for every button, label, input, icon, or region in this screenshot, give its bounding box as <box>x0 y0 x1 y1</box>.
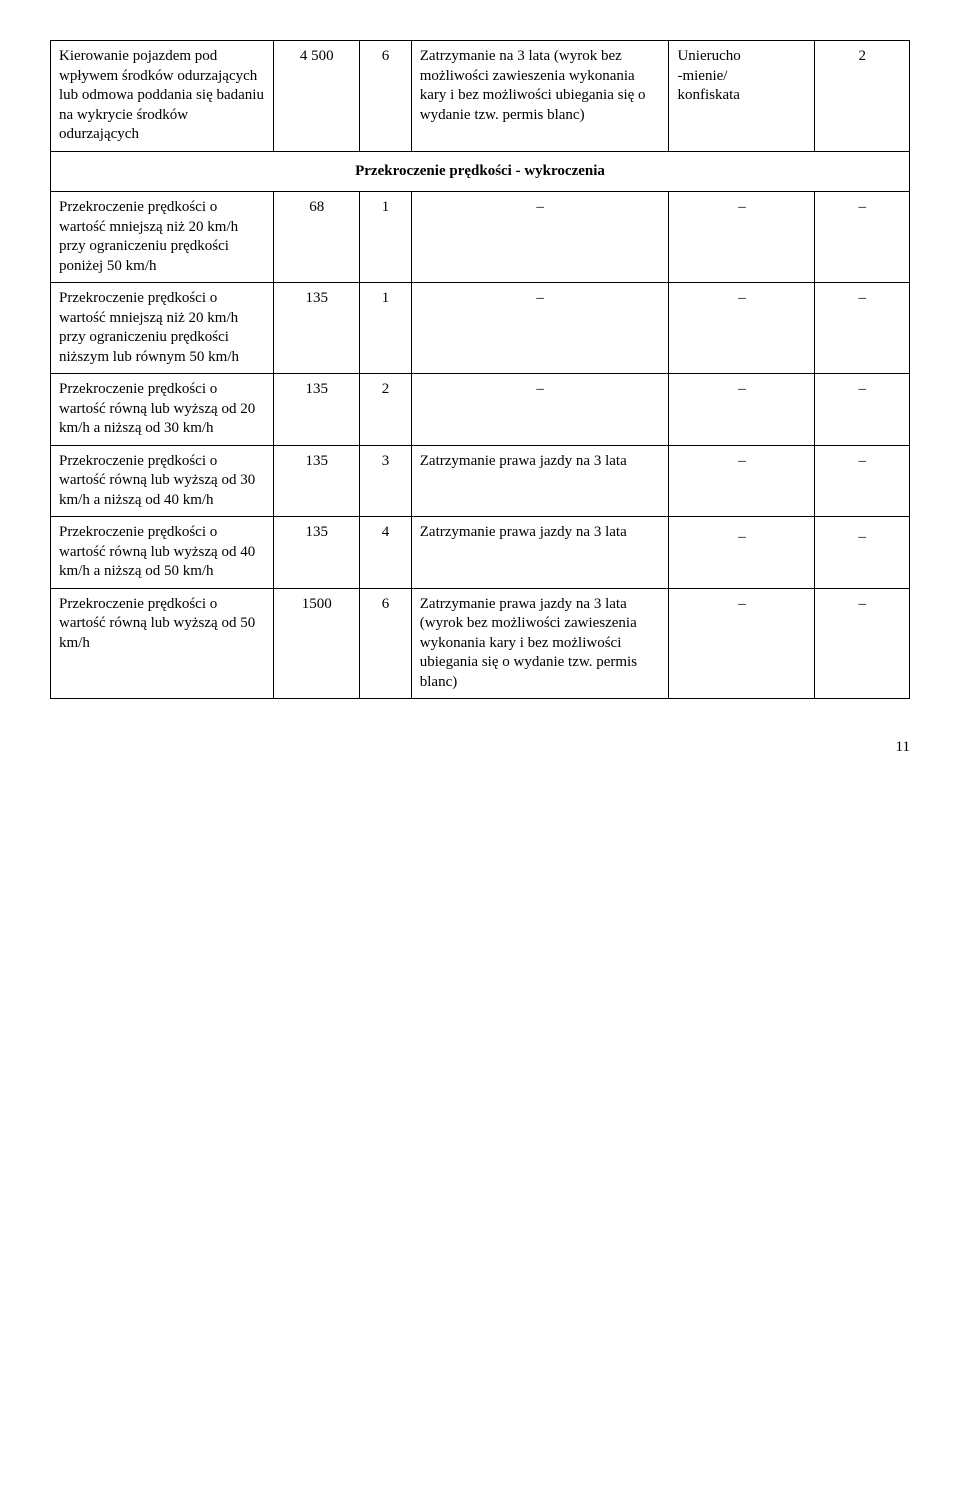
penalties-table: Kierowanie pojazdem pod wpływem środków … <box>50 40 910 699</box>
cell-desc: Kierowanie pojazdem pod wpływem środków … <box>51 41 274 152</box>
cell-last: – <box>815 374 910 446</box>
table-row: Przekroczenie prędkości o wartość równą … <box>51 588 910 699</box>
cell-fine: 1500 <box>274 588 360 699</box>
cell-desc: Przekroczenie prędkości o wartość równą … <box>51 445 274 517</box>
cell-fine: 135 <box>274 283 360 374</box>
cell-extra: – <box>669 283 815 374</box>
cell-extra: – <box>669 192 815 283</box>
cell-desc: Przekroczenie prędkości o wartość równą … <box>51 588 274 699</box>
cell-last: – <box>815 283 910 374</box>
cell-points: 6 <box>360 588 412 699</box>
section-header-row: Przekroczenie prędkości - wykroczenia <box>51 151 910 192</box>
cell-points: 1 <box>360 283 412 374</box>
cell-penalty: Zatrzymanie prawa jazdy na 3 lata <box>411 445 669 517</box>
table-row: Przekroczenie prędkości o wartość mniejs… <box>51 283 910 374</box>
cell-penalty: – <box>411 192 669 283</box>
cell-fine: 4 500 <box>274 41 360 152</box>
cell-penalty: – <box>411 283 669 374</box>
cell-last: – <box>815 445 910 517</box>
table-row: Przekroczenie prędkości o wartość równą … <box>51 517 910 589</box>
page-number: 11 <box>50 739 910 756</box>
cell-fine: 135 <box>274 445 360 517</box>
cell-penalty: – <box>411 374 669 446</box>
table-row: Przekroczenie prędkości o wartość równą … <box>51 445 910 517</box>
cell-points: 2 <box>360 374 412 446</box>
table-row: Przekroczenie prędkości o wartość mniejs… <box>51 192 910 283</box>
table-row: Przekroczenie prędkości o wartość równą … <box>51 374 910 446</box>
cell-extra: _ <box>669 517 815 589</box>
cell-extra: Unierucho -mienie/ konfiskata <box>669 41 815 152</box>
cell-extra: – <box>669 445 815 517</box>
cell-points: 4 <box>360 517 412 589</box>
cell-penalty: Zatrzymanie prawa jazdy na 3 lata <box>411 517 669 589</box>
cell-extra: – <box>669 374 815 446</box>
cell-points: 6 <box>360 41 412 152</box>
cell-fine: 135 <box>274 517 360 589</box>
cell-fine: 68 <box>274 192 360 283</box>
cell-penalty: Zatrzymanie na 3 lata (wyrok bez możliwo… <box>411 41 669 152</box>
cell-extra: – <box>669 588 815 699</box>
section-header: Przekroczenie prędkości - wykroczenia <box>51 151 910 192</box>
cell-points: 3 <box>360 445 412 517</box>
cell-desc: Przekroczenie prędkości o wartość równą … <box>51 517 274 589</box>
cell-desc: Przekroczenie prędkości o wartość równą … <box>51 374 274 446</box>
cell-last: 2 <box>815 41 910 152</box>
cell-penalty: Zatrzymanie prawa jazdy na 3 lata (wyrok… <box>411 588 669 699</box>
cell-points: 1 <box>360 192 412 283</box>
table-row: Kierowanie pojazdem pod wpływem środków … <box>51 41 910 152</box>
cell-last: – <box>815 192 910 283</box>
cell-last: _ <box>815 517 910 589</box>
cell-desc: Przekroczenie prędkości o wartość mniejs… <box>51 283 274 374</box>
cell-desc: Przekroczenie prędkości o wartość mniejs… <box>51 192 274 283</box>
cell-fine: 135 <box>274 374 360 446</box>
cell-last: – <box>815 588 910 699</box>
